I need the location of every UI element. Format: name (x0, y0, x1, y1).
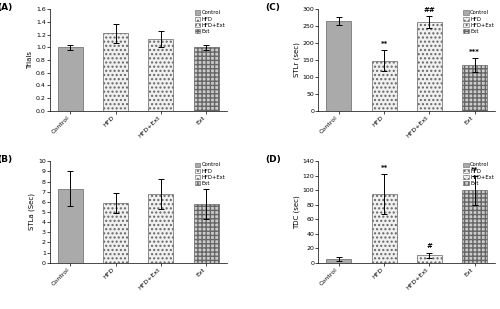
Legend: Control, HFD, HFD+Ext, Ext: Control, HFD, HFD+Ext, Ext (194, 10, 226, 35)
Bar (417, 22, 442, 111)
Bar (103, 203, 128, 263)
Bar (148, 194, 174, 263)
Text: (D): (D) (266, 155, 281, 164)
Text: ##: ## (424, 7, 435, 13)
Bar (58, 47, 83, 111)
Bar (194, 204, 218, 263)
Y-axis label: TDC (sec): TDC (sec) (293, 195, 300, 229)
Y-axis label: Trials: Trials (27, 51, 33, 69)
Y-axis label: STLa (Sec): STLa (Sec) (29, 193, 35, 231)
Bar (326, 259, 351, 263)
Bar (462, 65, 487, 111)
Bar (103, 33, 128, 111)
Text: **: ** (471, 167, 478, 173)
Text: (B): (B) (0, 155, 12, 164)
Legend: Control, HFD, HFD+Ext, Ext: Control, HFD, HFD+Ext, Ext (194, 162, 226, 187)
Legend: Control, HFD, HFD+Ext, Ext: Control, HFD, HFD+Ext, Ext (463, 162, 494, 187)
Text: #: # (426, 243, 432, 249)
Bar (372, 61, 396, 111)
Text: **: ** (380, 41, 388, 47)
Bar (372, 194, 396, 263)
Bar (326, 21, 351, 111)
Bar (417, 256, 442, 263)
Text: (C): (C) (266, 3, 280, 12)
Y-axis label: STLr (sec): STLr (sec) (293, 43, 300, 77)
Text: ***: *** (469, 49, 480, 55)
Legend: Control, HFD, HFD+Ext, Ext: Control, HFD, HFD+Ext, Ext (463, 10, 494, 35)
Bar (194, 47, 218, 111)
Text: **: ** (380, 165, 388, 171)
Text: (A): (A) (0, 3, 12, 12)
Bar (148, 39, 174, 111)
Bar (462, 190, 487, 263)
Bar (58, 189, 83, 263)
